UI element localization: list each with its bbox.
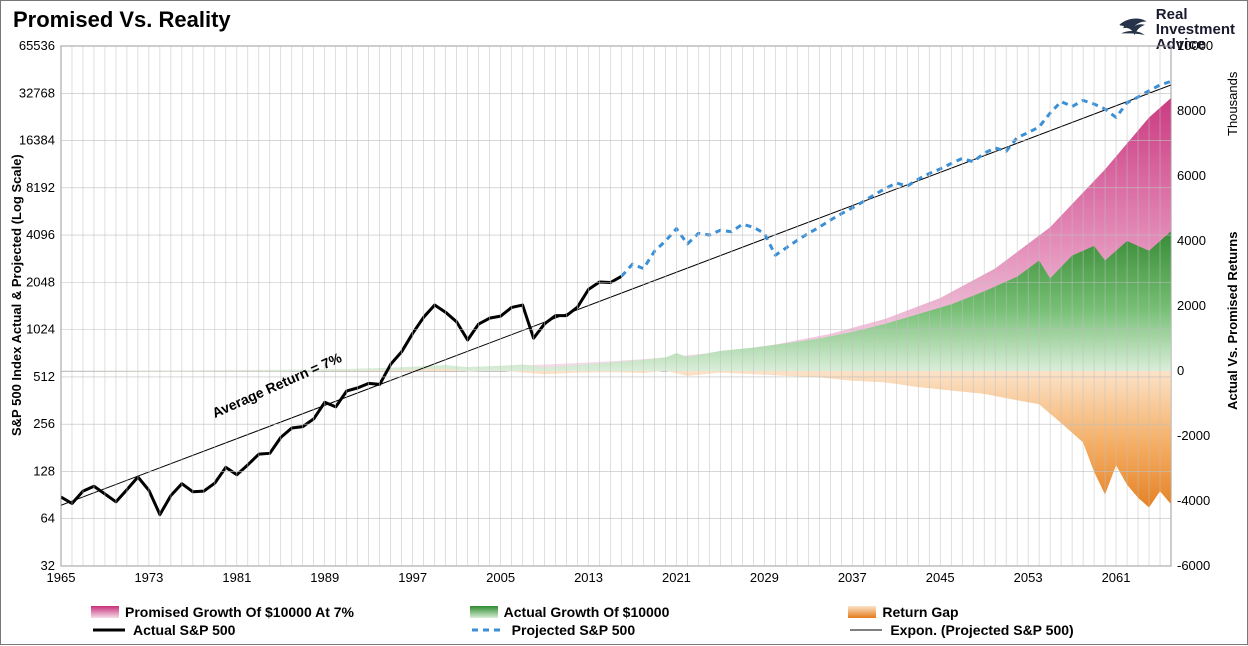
svg-text:2029: 2029 <box>750 570 779 585</box>
svg-text:-2000: -2000 <box>1177 428 1210 443</box>
legend-item: Actual Growth Of $10000 <box>470 604 849 620</box>
svg-text:1973: 1973 <box>134 570 163 585</box>
svg-text:-6000: -6000 <box>1177 558 1210 573</box>
svg-text:1997: 1997 <box>398 570 427 585</box>
svg-text:1024: 1024 <box>26 322 55 337</box>
legend-label: Promised Growth Of $10000 At 7% <box>125 604 354 620</box>
svg-text:0: 0 <box>1177 363 1184 378</box>
svg-text:2053: 2053 <box>1014 570 1043 585</box>
chart-container: Promised Vs. Reality Real Investment Adv… <box>0 0 1248 645</box>
svg-text:Actual Vs. Promised Returns: Actual Vs. Promised Returns <box>1225 232 1240 410</box>
legend-item: Return Gap <box>848 604 1227 620</box>
chart-plot: 3264128256512102420484096819216384327686… <box>1 1 1248 646</box>
legend-item: Expon. (Projected S&P 500) <box>848 622 1227 638</box>
legend-item: Promised Growth Of $10000 At 7% <box>91 604 470 620</box>
legend-label: Actual S&P 500 <box>133 622 235 638</box>
legend-swatch <box>470 606 498 618</box>
legend-swatch <box>848 606 876 618</box>
svg-text:256: 256 <box>33 416 55 431</box>
svg-text:2013: 2013 <box>574 570 603 585</box>
svg-text:8192: 8192 <box>26 180 55 195</box>
svg-text:2048: 2048 <box>26 274 55 289</box>
legend-item: Projected S&P 500 <box>470 622 849 638</box>
legend-item: Actual S&P 500 <box>91 622 470 638</box>
legend-label: Projected S&P 500 <box>512 622 635 638</box>
svg-text:2045: 2045 <box>926 570 955 585</box>
svg-text:1965: 1965 <box>47 570 76 585</box>
svg-text:1989: 1989 <box>310 570 339 585</box>
legend-swatch <box>91 606 119 618</box>
svg-text:-4000: -4000 <box>1177 493 1210 508</box>
svg-text:6000: 6000 <box>1177 168 1206 183</box>
svg-text:1981: 1981 <box>222 570 251 585</box>
svg-text:S&P 500 Index Actual & Project: S&P 500 Index Actual & Projected (Log Sc… <box>9 154 24 436</box>
svg-text:2061: 2061 <box>1102 570 1131 585</box>
legend-label: Actual Growth Of $10000 <box>504 604 670 620</box>
svg-text:4096: 4096 <box>26 227 55 242</box>
svg-text:65536: 65536 <box>19 38 55 53</box>
legend-line-icon <box>848 623 884 637</box>
svg-text:4000: 4000 <box>1177 233 1206 248</box>
svg-text:Average Return = 7%: Average Return = 7% <box>210 349 345 421</box>
legend-line-icon <box>91 623 127 637</box>
svg-text:16384: 16384 <box>19 133 55 148</box>
legend-label: Expon. (Projected S&P 500) <box>890 622 1073 638</box>
legend-label: Return Gap <box>882 604 958 620</box>
legend-line-icon <box>470 623 506 637</box>
svg-text:128: 128 <box>33 463 55 478</box>
svg-text:64: 64 <box>41 511 55 526</box>
svg-text:32768: 32768 <box>19 85 55 100</box>
legend: Promised Growth Of $10000 At 7% Actual Gr… <box>91 604 1227 638</box>
svg-text:Thousands: Thousands <box>1225 71 1240 136</box>
svg-text:512: 512 <box>33 369 55 384</box>
svg-text:10000: 10000 <box>1177 38 1213 53</box>
svg-text:2000: 2000 <box>1177 298 1206 313</box>
svg-text:2021: 2021 <box>662 570 691 585</box>
svg-text:2037: 2037 <box>838 570 867 585</box>
svg-text:2005: 2005 <box>486 570 515 585</box>
svg-text:8000: 8000 <box>1177 103 1206 118</box>
